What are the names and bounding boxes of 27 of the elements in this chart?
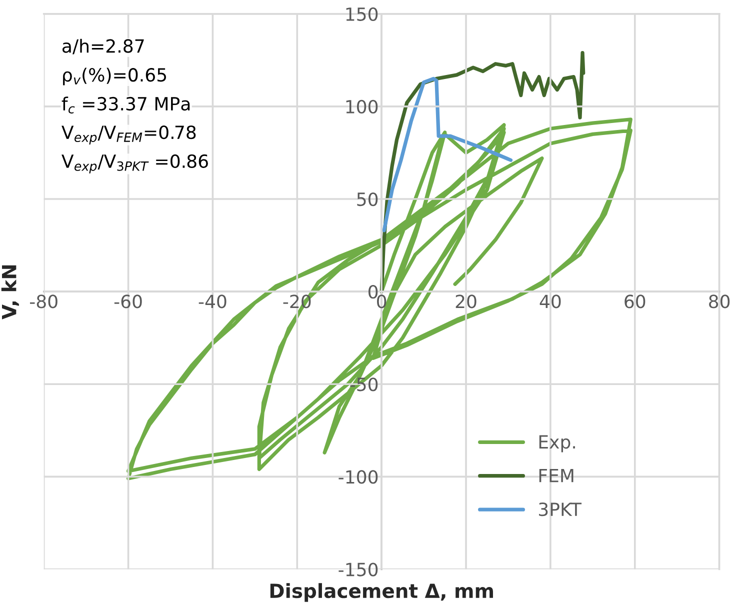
y-tick-label: -50 <box>350 378 378 392</box>
x-axis-title: Displacement Δ, mm <box>270 583 493 602</box>
x-tick-label: 60 <box>624 294 646 308</box>
annotation: a/h=2.87 <box>62 38 144 54</box>
line-series <box>380 50 586 294</box>
x-tick-label: -80 <box>30 294 58 308</box>
annotation: V$_{exp}$/V$_{FEM}$=0.78 <box>62 125 196 144</box>
x-tick-label: 0 <box>377 294 386 308</box>
annotation: ρ$_{v}$(%)=0.65 <box>63 68 166 86</box>
x-tick-label: 20 <box>456 294 476 308</box>
annotation: V$_{exp}$/V$_{3PKT}$ =0.86 <box>62 154 208 174</box>
annotation: f$_{c}$ =33.37 MPa <box>62 96 190 114</box>
x-tick-label: -40 <box>198 294 226 308</box>
y-tick-label: 50 <box>357 192 378 206</box>
legend-label: FEM <box>539 469 574 482</box>
y-tick-label: -150 <box>338 562 378 576</box>
y-tick-label: -100 <box>338 470 378 484</box>
x-tick-label: 80 <box>709 294 730 308</box>
y-tick-label: 0 <box>368 285 378 299</box>
x-tick-label: -60 <box>114 294 142 308</box>
x-tick-label: 40 <box>540 294 561 308</box>
y-tick-label: 150 <box>346 7 378 21</box>
y-axis-title: V, kN <box>1 265 19 320</box>
legend-label: Exp. <box>539 435 575 452</box>
line-series <box>382 76 513 232</box>
y-tick-label: 100 <box>346 100 378 114</box>
legend-label: 3PKT <box>539 502 582 516</box>
